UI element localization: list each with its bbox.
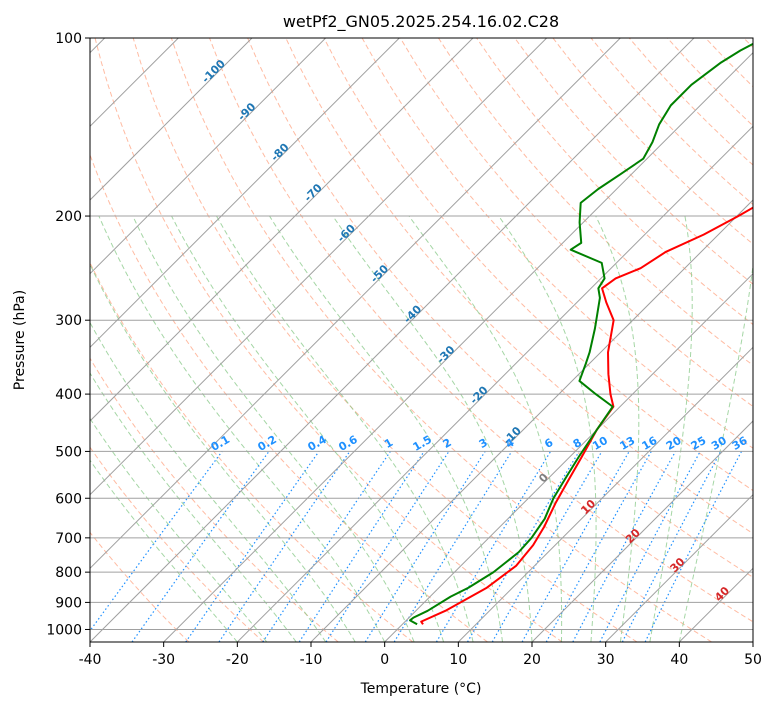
x-tick-label: -10 <box>300 652 323 668</box>
x-tick-label: 20 <box>523 652 541 668</box>
dry-adiabat <box>132 38 638 642</box>
y-tick-label: 800 <box>55 565 82 581</box>
y-axis-title: Pressure (hPa) <box>12 290 28 390</box>
moist-adiabat <box>171 215 445 642</box>
x-tick-label: 50 <box>744 652 762 668</box>
temperature-profile <box>420 206 753 625</box>
mixing-ratio-line <box>262 451 391 642</box>
moist-adiabat <box>98 215 386 642</box>
isotherm-grid <box>90 38 753 642</box>
moist-adiabat <box>90 372 297 642</box>
moist-adiabat <box>649 215 693 642</box>
dry-adiabat <box>399 38 753 408</box>
x-tick-label: 0 <box>380 652 389 668</box>
moist-adiabat <box>90 459 238 642</box>
dry-adiabat <box>90 531 190 642</box>
moist-adiabat <box>678 261 753 642</box>
moist-adiabat <box>498 215 597 642</box>
moist-adiabats <box>90 215 753 642</box>
dry-adiabat <box>514 38 753 285</box>
isotherm-line <box>236 125 753 642</box>
mixing-ratio-labels: 0.1 0.2 0.4 0.6 1 1.5 2 3 4 6 8 10 13 16 20 25 30 36 <box>209 433 750 454</box>
isotherm-line <box>163 51 753 642</box>
y-tick-label: 300 <box>55 313 82 329</box>
isotherm-line <box>90 38 621 570</box>
mixing-ratio-line <box>521 451 630 642</box>
isotherm-line <box>90 38 253 201</box>
plot-frame <box>89 37 754 643</box>
x-tick-label: 40 <box>670 652 688 668</box>
isotherm-line <box>457 346 753 642</box>
dry-adiabat <box>94 38 563 642</box>
y-tick-label: 900 <box>55 595 82 611</box>
mixing-ratio-line <box>545 451 652 642</box>
isobar-grid <box>90 38 753 630</box>
isotherm-line <box>310 199 753 642</box>
mixing-ratio-line <box>325 451 450 642</box>
mixing-ratio-line <box>572 451 677 642</box>
x-axis-title: Temperature (°C) <box>360 681 482 697</box>
mixing-ratio-line <box>185 451 320 642</box>
dry-adiabat <box>247 38 753 578</box>
y-tick-label: 600 <box>55 491 82 507</box>
mixing-ratio-line <box>298 451 425 642</box>
y-tick-label: 100 <box>55 31 82 47</box>
x-tick-label: -30 <box>152 652 175 668</box>
y-axis-ticks: 100 200 300 400 500 600 700 800 900 1000 <box>46 31 90 638</box>
x-tick-label: -40 <box>79 652 102 668</box>
x-tick-label: 30 <box>597 652 615 668</box>
y-tick-label: 1000 <box>46 622 82 638</box>
mixing-ratio-lines <box>90 451 743 642</box>
moist-adiabat <box>90 321 327 642</box>
mixing-ratio-line <box>621 451 722 642</box>
y-tick-label: 200 <box>55 209 82 225</box>
isotherm-line <box>90 38 695 642</box>
isotherm-line <box>90 38 548 496</box>
isotherm-line <box>531 420 753 642</box>
isotherm-line <box>384 272 753 642</box>
y-tick-label: 700 <box>55 531 82 547</box>
dry-adiabat <box>170 38 712 642</box>
moist-adiabat <box>595 215 640 642</box>
x-tick-label: -20 <box>226 652 249 668</box>
plot-area: -100-90-80-70-60-50-40-30-20-10010203040… <box>90 38 753 642</box>
isotherm-line <box>90 38 327 275</box>
moist-adiabat <box>269 215 504 642</box>
dry-adiabat <box>438 38 753 366</box>
dry-adiabat <box>90 153 488 642</box>
moist-adiabat <box>408 215 563 642</box>
chart-title: wetPf2_GN05.2025.254.16.02.C28 <box>283 12 559 32</box>
x-axis-ticks: -40 -30 -20 -10 0 10 20 30 40 50 <box>79 642 762 668</box>
dry-adiabat <box>90 357 339 642</box>
dry-adiabat <box>323 38 753 492</box>
mixing-ratio-line <box>393 451 513 642</box>
mixing-ratio-line <box>90 451 223 632</box>
moist-adiabat <box>90 263 356 642</box>
mixing-ratio-line <box>218 451 351 642</box>
moist-adiabat <box>90 417 268 642</box>
isotherm-line <box>90 38 474 422</box>
y-tick-label: 400 <box>55 387 82 403</box>
isotherm-line <box>605 493 753 642</box>
isotherm-line <box>90 38 400 349</box>
dry-adiabat <box>90 446 264 642</box>
x-tick-label: 10 <box>449 652 467 668</box>
y-tick-label: 500 <box>55 444 82 460</box>
moist-adiabat <box>132 215 415 642</box>
sounding-profiles <box>409 42 753 626</box>
mixing-ratio-line <box>644 451 743 642</box>
dewpoint-profile <box>409 42 753 626</box>
